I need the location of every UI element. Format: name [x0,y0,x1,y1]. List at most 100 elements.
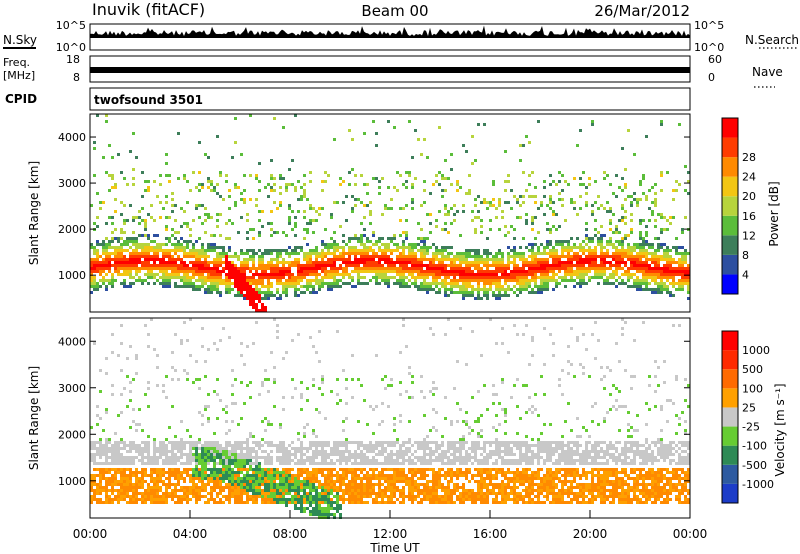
power-cell [645,258,648,261]
power-cell [444,207,447,210]
power-cell [426,156,429,159]
power-cell [219,264,222,267]
power-cell [411,252,414,255]
power-cell [360,267,363,270]
velocity-cell [243,492,246,495]
power-cell [243,174,246,177]
power-cell [207,177,210,180]
power-cell [522,258,525,261]
power-cell [90,264,93,267]
power-cell [525,213,528,216]
power-cell [300,285,303,288]
power-cell [210,279,213,282]
velocity-cell [177,498,180,501]
power-cell [615,270,618,273]
velocity-cell [138,450,141,453]
power-cell [483,279,486,282]
velocity-cell [213,480,216,483]
power-cell [546,246,549,249]
freq-label-line2: [MHz] [3,69,35,82]
velocity-cell [102,474,105,477]
power-cell [684,252,687,255]
power-cell [669,291,672,294]
power-cell [381,267,384,270]
velocity-cell [195,450,198,453]
velocity-cell [333,468,336,471]
power-cell [477,210,480,213]
power-cell [606,279,609,282]
velocity-cell [102,501,105,504]
velocity-cell [243,486,246,489]
velocity-cell [285,468,288,471]
power-cell [336,249,339,252]
power-cell [420,153,423,156]
power-cell [312,264,315,267]
power-cell [615,261,618,264]
power-cell [663,228,666,231]
power-cell [372,177,375,180]
power-cell [630,228,633,231]
velocity-cell [339,450,342,453]
power-cell [315,282,318,285]
velocity-cell [252,498,255,501]
velocity-cell [243,456,246,459]
velocity-cell [303,477,306,480]
power-cell [654,237,657,240]
velocity-cell [246,486,249,489]
power-cell [132,267,135,270]
power-cell [684,255,687,258]
power-cell [177,273,180,276]
velocity-cell [117,492,120,495]
velocity-cell [222,465,225,468]
velocity-cell [294,456,297,459]
power-cell [411,261,414,264]
power-cell [240,192,243,195]
power-cell [243,282,246,285]
velocity-cell [210,480,213,483]
power-cell [225,222,228,225]
power-cell [252,279,255,282]
power-cell [486,249,489,252]
power-cell [225,237,228,240]
power-cell [321,279,324,282]
power-cell [636,201,639,204]
power-cell [258,261,261,264]
velocity-cell [237,423,240,426]
velocity-cell [246,495,249,498]
velocity-cell [171,468,174,471]
power-cell [480,273,483,276]
velocity-cell [135,471,138,474]
velocity-cell [195,468,198,471]
power-cell [243,288,246,291]
power-cell [240,216,243,219]
power-cell [402,276,405,279]
power-cell [474,159,477,162]
power-cell [105,285,108,288]
power-cell [201,183,204,186]
velocity-cell [249,462,252,465]
power-cell [549,228,552,231]
power-cell [375,240,378,243]
power-cell [648,276,651,279]
power-cell [204,249,207,252]
velocity-cell [294,507,297,510]
power-cell [462,252,465,255]
power-cell [372,270,375,273]
velocity-cell [123,489,126,492]
velocity-cell [150,471,153,474]
power-cell [426,252,429,255]
velocity-cell [129,495,132,498]
power-cell [417,243,420,246]
power-cell [621,189,624,192]
power-cell [606,210,609,213]
power-cell [654,204,657,207]
velocity-cell [147,474,150,477]
power-cell [192,273,195,276]
power-cell [447,231,450,234]
power-cell [660,258,663,261]
velocity-cell [135,429,138,432]
power-cell [123,219,126,222]
power-cell [507,261,510,264]
power-cell [294,279,297,282]
velocity-cell [309,513,312,516]
